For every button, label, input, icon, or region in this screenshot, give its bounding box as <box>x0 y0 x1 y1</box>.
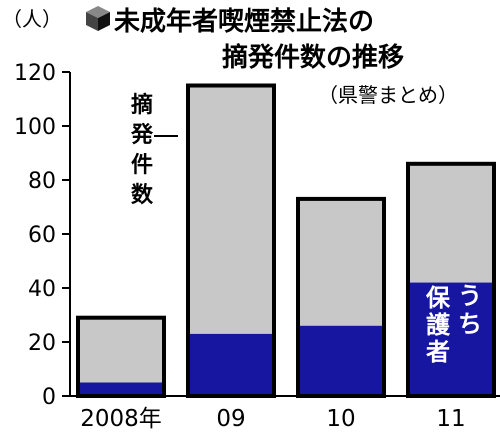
chart-title-line2: 摘発件数の推移 <box>222 42 404 73</box>
bar-guardian-3 <box>300 325 382 394</box>
y-axis-unit: （人） <box>2 7 62 31</box>
x-tick-label: 2008年 <box>80 406 162 432</box>
x-tick-label: 09 <box>216 406 245 432</box>
series-label-total: 摘発件数 <box>130 92 154 208</box>
y-tick-label: 40 <box>28 277 56 302</box>
y-tick-label: 100 <box>14 115 56 140</box>
y-tick-label: 20 <box>28 331 56 356</box>
bar-guardian-2 <box>190 333 272 394</box>
bar-guardian-1 <box>80 382 162 394</box>
cube-icon <box>86 6 110 31</box>
y-tick-label: 0 <box>42 385 56 410</box>
x-tick-label: 11 <box>436 406 465 432</box>
x-tick-label: 10 <box>326 406 355 432</box>
bar-guardian-4 <box>410 282 492 394</box>
source-note: （県警まとめ） <box>318 83 458 107</box>
y-tick-label: 80 <box>28 169 56 194</box>
y-tick-label: 120 <box>14 61 56 86</box>
y-tick-label: 60 <box>28 223 56 248</box>
series-label-guardian: うち保護者 <box>425 282 482 366</box>
chart-title-line1: 未成年者喫煙禁止法の <box>114 6 374 37</box>
